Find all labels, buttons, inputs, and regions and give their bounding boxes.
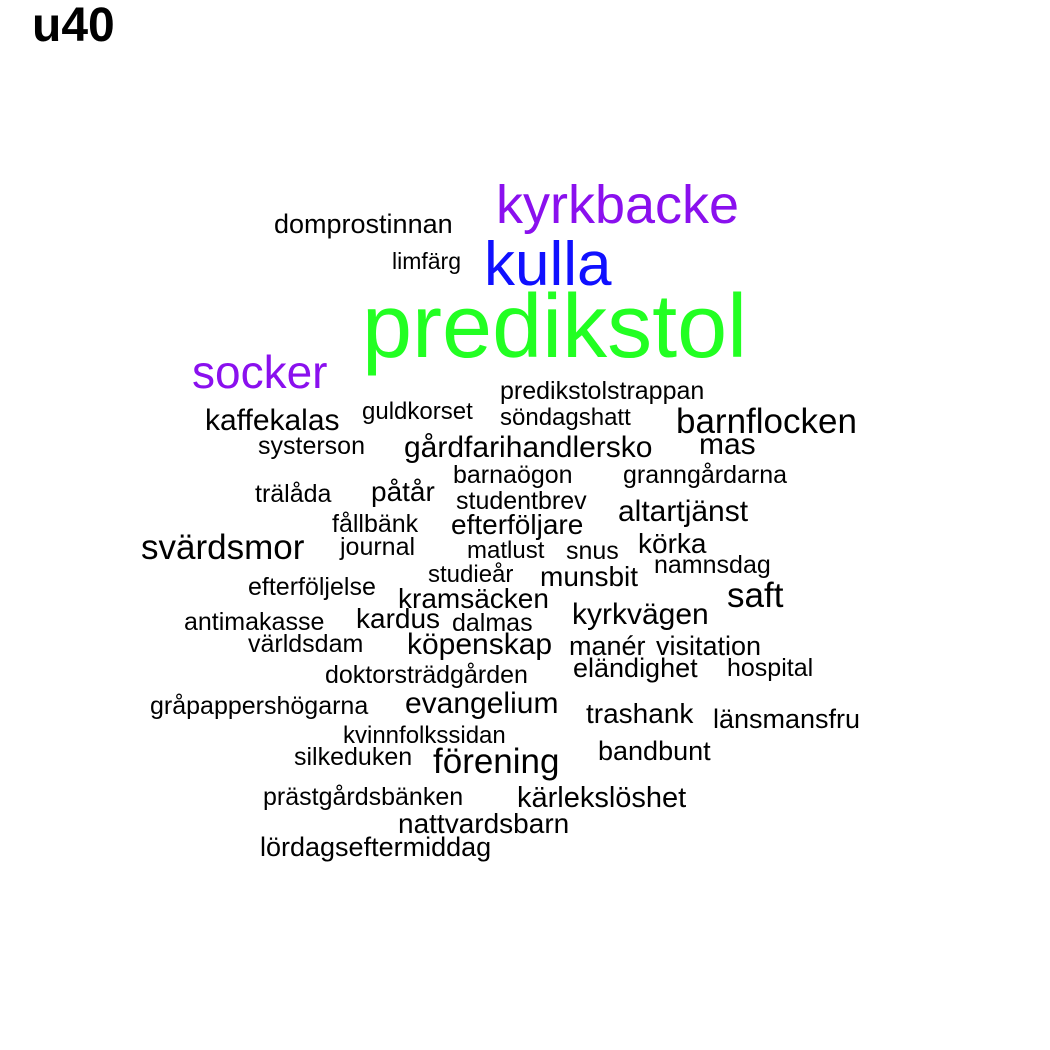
cloud-word: kyrkbacke <box>496 175 740 235</box>
cloud-word: systerson <box>258 432 365 460</box>
cloud-word: journal <box>340 533 416 561</box>
cloud-word: kramsäcken <box>398 583 549 614</box>
cloud-word: trashank <box>586 698 694 729</box>
cloud-word: bandbunt <box>598 736 711 766</box>
cloud-word: matlust <box>467 537 545 564</box>
cloud-word: köpenskap <box>407 628 553 661</box>
cloud-word: barnflocken <box>676 402 857 441</box>
cloud-word: namnsdag <box>654 551 771 579</box>
cloud-word: antimakasse <box>184 608 325 636</box>
cloud-word: domprostinnan <box>274 209 453 239</box>
cloud-word: lördagseftermiddag <box>260 832 492 862</box>
cloud-word: kvinnfolkssidan <box>343 722 506 749</box>
cloud-word: evangelium <box>405 687 559 720</box>
cloud-word: gråpappershögarna <box>150 692 369 720</box>
cloud-word: trälåda <box>255 480 332 508</box>
cloud-word: länsmansfru <box>713 704 861 734</box>
cloud-word: snus <box>566 537 619 565</box>
cloud-word: doktorsträdgården <box>325 661 528 689</box>
cloud-word: svärdsmor <box>141 528 305 567</box>
cloud-word: altartjänst <box>618 495 749 528</box>
cloud-word: manér <box>569 631 646 661</box>
cloud-word: barnaögon <box>453 461 573 489</box>
cloud-word: kyrkvägen <box>572 598 709 631</box>
cloud-word: silkeduken <box>294 743 413 771</box>
cloud-word: munsbit <box>540 561 639 592</box>
cloud-word: körka <box>638 528 707 559</box>
cloud-word: mas <box>699 428 756 461</box>
cloud-word: efterföljare <box>451 509 584 540</box>
page-title: u40 <box>32 0 115 52</box>
cloud-word: gårdfarihandlersko <box>404 431 653 464</box>
cloud-word: efterföljelse <box>248 573 376 601</box>
cloud-word: studentbrev <box>456 487 587 515</box>
cloud-word: predikstol <box>362 277 748 377</box>
cloud-word: nattvardsbarn <box>398 808 570 839</box>
cloud-word: guldkorset <box>362 398 473 425</box>
cloud-word: förening <box>433 742 560 781</box>
cloud-word: visitation <box>656 631 762 661</box>
cloud-word: hospital <box>727 654 814 682</box>
cloud-word: söndagshatt <box>500 404 631 431</box>
cloud-word: predikstolstrappan <box>500 377 705 405</box>
cloud-word: kulla <box>484 230 612 299</box>
cloud-word: påtår <box>371 476 435 507</box>
cloud-word: eländighet <box>573 653 698 683</box>
cloud-word: dalmas <box>452 609 533 637</box>
cloud-word: kardus <box>356 603 441 634</box>
cloud-word: fållbänk <box>332 510 419 538</box>
cloud-word: världsdam <box>248 630 364 658</box>
cloud-word: granngårdarna <box>623 461 788 489</box>
cloud-word: kärlekslöshet <box>517 782 687 814</box>
cloud-word: socker <box>192 346 328 398</box>
cloud-word: studieår <box>428 561 514 588</box>
cloud-word: saft <box>727 576 784 615</box>
cloud-word: limfärg <box>392 248 462 274</box>
cloud-word: kaffekalas <box>205 404 340 437</box>
cloud-word: prästgårdsbänken <box>263 783 464 811</box>
